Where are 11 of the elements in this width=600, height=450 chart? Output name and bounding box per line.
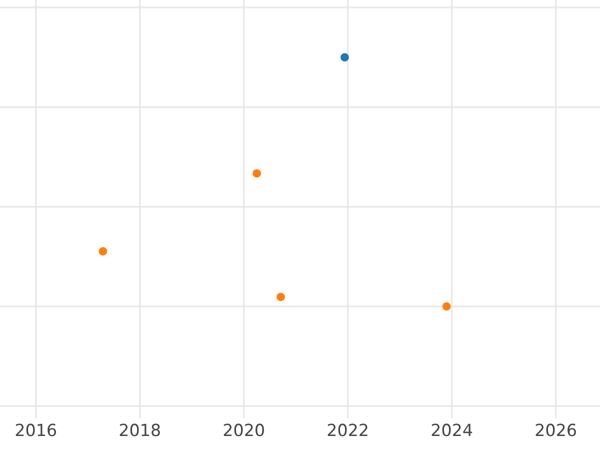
x-tick-label: 2026 xyxy=(536,424,576,436)
x-tick-label: 2018 xyxy=(120,424,160,436)
x-tick-label: 2016 xyxy=(16,424,56,436)
point xyxy=(252,169,262,178)
x-tick-label: 2022 xyxy=(328,424,368,436)
x-tick-label: 2024 xyxy=(432,424,472,436)
point xyxy=(98,247,108,256)
point xyxy=(276,292,285,302)
x-tick-label: 2020 xyxy=(224,424,264,436)
point xyxy=(340,53,349,62)
point xyxy=(442,302,451,311)
